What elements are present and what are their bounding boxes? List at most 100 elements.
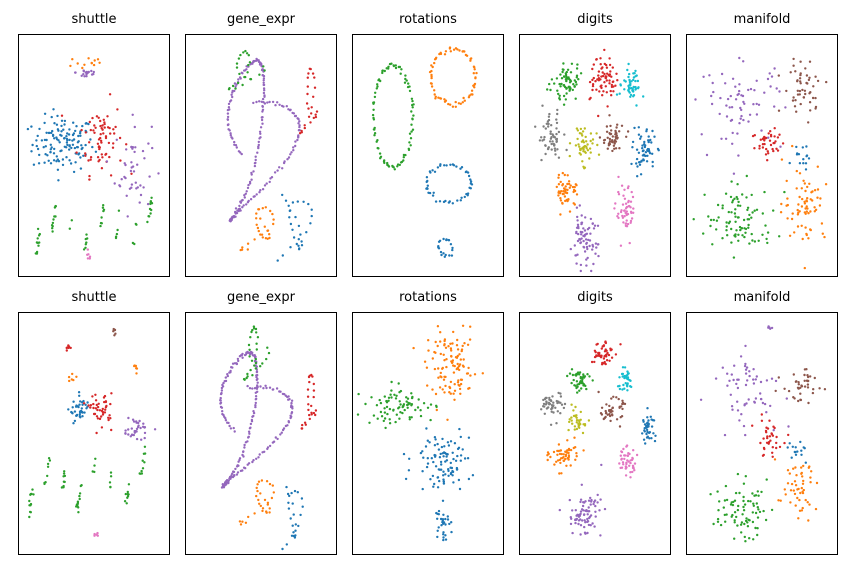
point-olive [579,148,582,152]
point-red [307,375,311,379]
point-red [312,389,316,392]
point-green [408,85,411,88]
point-purple [775,87,778,90]
point-blue [87,122,90,126]
point-purple [243,69,246,72]
point-brown [799,82,802,85]
point-green [372,128,376,131]
point-green [739,204,742,207]
point-red [773,127,776,130]
point-purple [289,153,292,156]
point-blue [647,423,650,426]
point-gray [552,401,555,404]
point-blue [49,143,52,146]
point-green [255,331,258,334]
point-orange [569,464,572,467]
point-red [599,78,602,81]
point-blue [442,538,445,542]
point-brown [803,368,807,371]
point-orange [801,197,804,201]
point-orange [798,498,801,502]
point-green [47,457,51,460]
point-green [385,405,389,409]
point-purple [257,143,260,147]
point-blue [91,145,94,149]
point-blue [63,123,66,126]
point-purple [591,522,594,525]
point-purple [124,163,127,167]
point-cyan [628,72,631,76]
point-purple [239,209,242,212]
point-brown [814,96,817,100]
panel-shuttle-row2: shuttle [18,290,170,555]
point-orange [261,509,264,513]
panel-frame [18,312,170,555]
point-orange [272,218,275,221]
point-red [767,152,770,155]
point-blue [77,134,80,138]
point-orange [456,354,459,358]
point-green [77,511,80,514]
point-red [108,93,112,96]
point-orange [442,378,446,381]
point-blue [75,404,78,407]
point-brown [799,60,802,63]
point-purple [574,521,577,525]
point-orange [800,486,803,490]
point-orange [811,190,814,193]
point-green [741,193,744,196]
point-pink [623,454,627,457]
point-orange [557,443,561,446]
point-green [374,91,377,95]
point-blue [297,524,300,528]
point-purple [124,432,127,435]
point-purple [294,140,297,143]
point-purple [765,379,769,382]
point-green [575,67,579,70]
point-gray [547,125,550,128]
point-red [608,63,612,67]
point-blue [85,122,88,125]
point-purple [254,161,257,165]
point-green [249,368,252,372]
point-blue [45,138,48,142]
point-orange [443,359,446,362]
point-green [242,51,245,54]
point-gray [555,140,558,144]
point-green [126,495,130,498]
point-pink [631,466,635,470]
point-orange [473,68,476,71]
point-purple [259,126,263,129]
point-green [562,75,566,78]
point-red [593,360,596,364]
point-pink [622,221,625,224]
point-green [426,406,430,409]
point-blue [61,158,65,161]
point-blue [299,513,302,517]
point-purple [772,429,775,432]
point-orange [819,197,822,200]
point-orange [452,364,455,367]
point-orange [453,398,456,401]
point-green [375,140,378,143]
point-purple [583,229,587,232]
point-cyan [621,388,624,391]
panel-frame [519,312,671,555]
point-purple [744,362,747,366]
point-purple [569,522,573,526]
point-green [35,241,39,244]
point-gray [547,406,550,409]
point-orange [263,498,267,502]
point-purple [289,108,292,112]
point-orange [441,388,444,391]
point-orange [261,236,264,239]
point-blue [310,214,313,218]
point-orange [430,76,433,80]
point-cyan [620,372,624,376]
point-green [741,234,744,237]
point-green [146,220,149,224]
point-purple [287,395,290,398]
point-green [562,68,565,72]
point-purple [226,112,230,115]
point-blue [449,440,453,443]
